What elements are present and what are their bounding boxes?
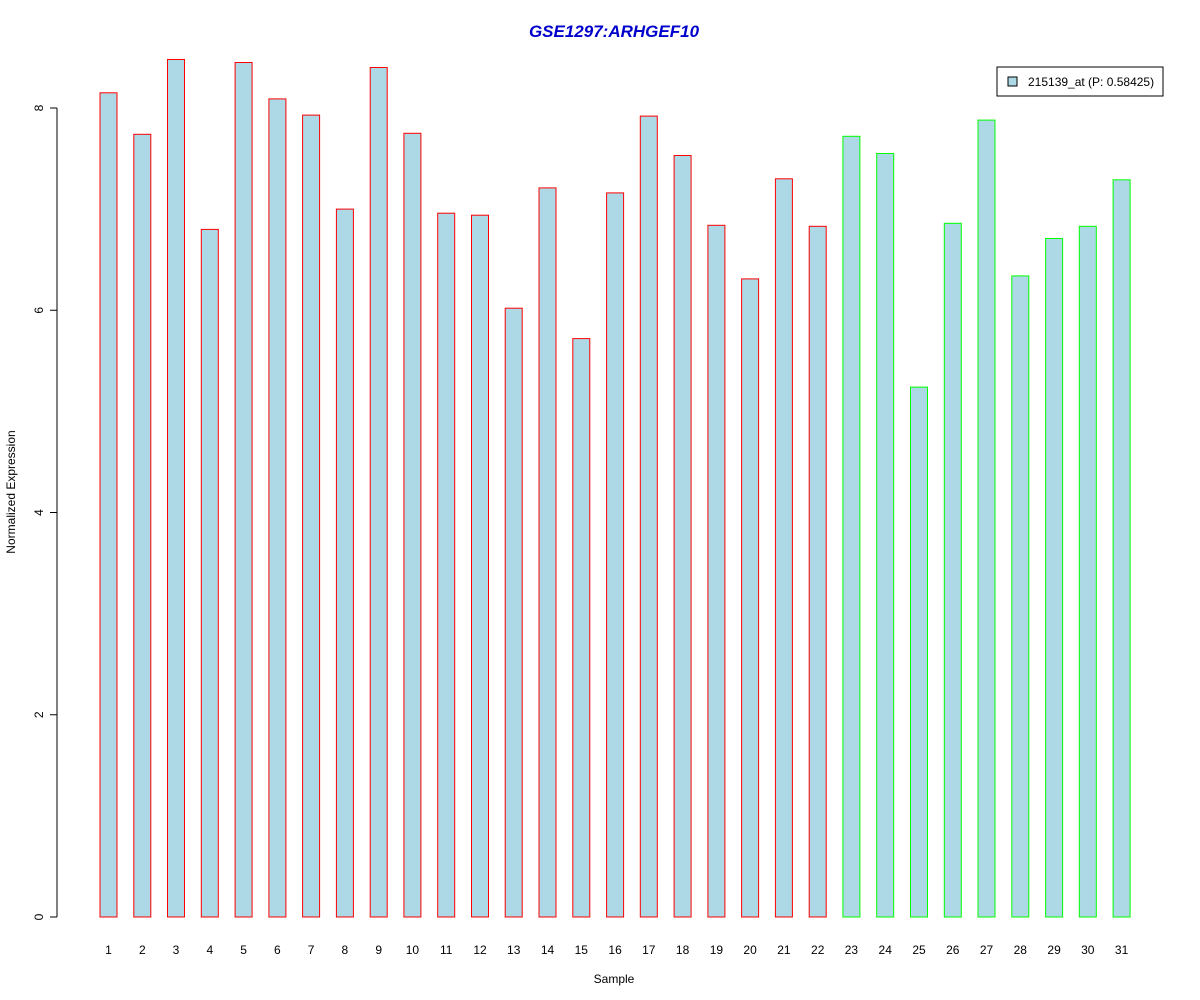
x-tick-label: 19: [710, 943, 724, 957]
y-tick-label: 8: [32, 104, 46, 111]
legend: 215139_at (P: 0.58425): [996, 66, 1164, 97]
x-tick-label: 23: [845, 943, 859, 957]
bar-sample-25: [910, 386, 928, 918]
x-tick-labels: 1 2 3 4 5 6 7 8 9 10 11 12 13 14 15 16 17 18 19 20 21 22 23 24 2…: [105, 943, 1128, 957]
x-tick-label: 1: [105, 943, 112, 957]
bar-sample-23: [842, 135, 861, 918]
x-tick-label: 15: [575, 943, 589, 957]
x-tick-label: 21: [777, 943, 791, 957]
x-tick-label: 17: [642, 943, 656, 957]
y-axis: 0 2 4 6 8: [32, 104, 58, 920]
bar-sample-11: [437, 212, 456, 918]
bar-sample-7: [302, 114, 321, 918]
x-tick-label: 29: [1047, 943, 1061, 957]
y-axis-label: Normalized Expression: [4, 430, 18, 553]
bar-sample-6: [268, 98, 287, 918]
x-tick-label: 14: [541, 943, 555, 957]
y-tick-label: 6: [32, 307, 46, 314]
bar-sample-18: [673, 155, 692, 918]
bars-group: [99, 59, 1131, 918]
bar-sample-1: [99, 92, 118, 918]
legend-box: [996, 66, 1164, 97]
x-tick-label: 11: [440, 943, 453, 957]
x-tick-label: 9: [375, 943, 382, 957]
bar-sample-3: [167, 59, 185, 918]
bar-sample-22: [808, 225, 827, 918]
x-tick-label: 28: [1014, 943, 1028, 957]
bar-sample-30: [1078, 225, 1097, 918]
legend-label: 215139_at (P: 0.58425): [1028, 75, 1154, 89]
x-tick-label: 20: [743, 943, 757, 957]
bar-sample-9: [369, 67, 388, 918]
x-tick-label: 31: [1115, 943, 1129, 957]
x-tick-label: 16: [608, 943, 622, 957]
chart-title: GSE1297:ARHGEF10: [529, 22, 700, 41]
x-tick-label: 5: [240, 943, 247, 957]
x-tick-label: 27: [980, 943, 994, 957]
x-tick-label: 4: [206, 943, 213, 957]
y-tick-label: 2: [32, 711, 46, 718]
x-tick-label: 6: [274, 943, 281, 957]
x-tick-label: 10: [406, 943, 420, 957]
x-tick-label: 3: [173, 943, 180, 957]
y-tick-label: 4: [32, 509, 46, 516]
x-tick-label: 26: [946, 943, 960, 957]
x-tick-label: 24: [879, 943, 893, 957]
x-tick-label: 18: [676, 943, 690, 957]
bar-sample-29: [1045, 238, 1064, 918]
bar-sample-5: [234, 62, 253, 918]
x-tick-label: 7: [308, 943, 315, 957]
x-tick-label: 13: [507, 943, 521, 957]
bar-sample-24: [876, 153, 895, 918]
bar-sample-21: [774, 178, 793, 918]
bar-sample-16: [606, 192, 625, 918]
y-tick-label: 0: [32, 913, 46, 920]
bar-sample-2: [133, 133, 152, 918]
bar-sample-12: [471, 214, 489, 918]
x-tick-label: 2: [139, 943, 146, 957]
bar-sample-10: [403, 132, 422, 918]
bar-sample-4: [200, 228, 219, 918]
bar-sample-17: [639, 115, 658, 918]
bar-sample-13: [504, 307, 523, 918]
bar-sample-31: [1112, 179, 1131, 918]
x-tick-label: 30: [1081, 943, 1095, 957]
bar-sample-8: [335, 208, 354, 918]
bar-sample-14: [538, 187, 557, 918]
bar-sample-27: [977, 119, 996, 918]
bar-sample-28: [1011, 275, 1030, 918]
bar-sample-15: [572, 338, 591, 918]
x-axis-label: Sample: [594, 972, 635, 986]
x-tick-label: 25: [912, 943, 926, 957]
x-tick-label: 12: [473, 943, 487, 957]
legend-swatch: [1007, 76, 1018, 87]
bar-sample-26: [943, 222, 962, 918]
x-tick-label: 8: [342, 943, 349, 957]
x-tick-label: 22: [811, 943, 825, 957]
bar-sample-20: [741, 278, 760, 918]
bar-sample-19: [707, 224, 726, 918]
